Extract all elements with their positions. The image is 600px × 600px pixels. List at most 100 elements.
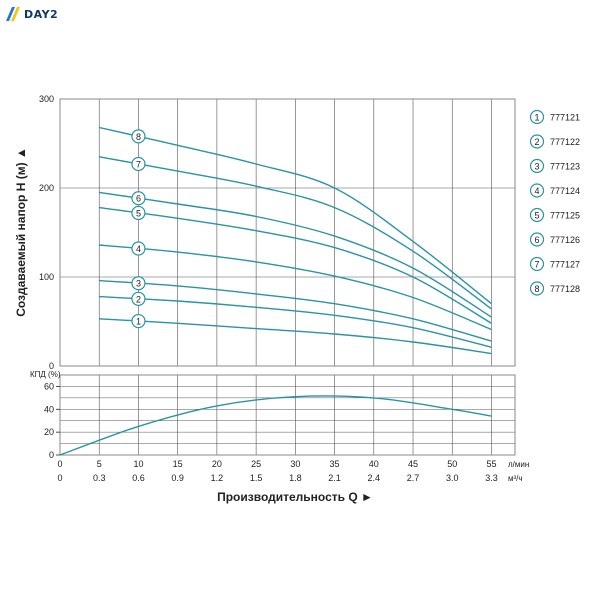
curve-number-badge <box>131 129 146 144</box>
legend-label: 777122 <box>550 137 580 147</box>
x-unit-lpm: л/мин <box>508 460 529 469</box>
efficiency-curve <box>59 395 492 456</box>
legend-number: 4 <box>534 186 539 196</box>
x-tick-m3h-label: 2.1 <box>328 473 341 483</box>
curve-number-label: 6 <box>136 194 141 204</box>
legend-badge <box>529 183 545 198</box>
x-tick-lpm-label: 50 <box>447 459 457 469</box>
x-tick-lpm-label: 5 <box>97 459 102 469</box>
head-plot-frame <box>59 98 516 367</box>
brand-mark-icon <box>6 7 20 21</box>
head-y-tick-label: 200 <box>39 183 54 193</box>
head-curve-777121 <box>99 318 492 355</box>
legend-badge <box>529 158 545 174</box>
legend-number: 5 <box>534 211 539 221</box>
curve-number-badge <box>131 191 146 206</box>
x-tick-lpm-label: 15 <box>173 459 183 469</box>
head-curves: 1 2 3 4 5 6 7 8 <box>99 126 492 355</box>
curve-number-badge <box>131 291 146 306</box>
efficiency-y-ticks: 0 20 40 60 <box>44 381 60 460</box>
efficiency-axis-title: КПД (%) <box>30 370 61 379</box>
x-tick-m3h-label: 0.6 <box>132 473 145 483</box>
x-tick-m3h-label: 1.8 <box>289 473 302 483</box>
curve-number-badge <box>131 205 146 221</box>
curve-number-badge <box>131 156 146 172</box>
curve-number-label: 8 <box>136 132 141 142</box>
head-grid <box>60 99 515 366</box>
curve-number-label: 2 <box>136 294 141 304</box>
legend-number: 3 <box>534 162 539 172</box>
x-tick-lpm-label: 30 <box>290 459 300 469</box>
head-curve-777127 <box>99 156 492 310</box>
curve-number-label: 7 <box>136 159 141 169</box>
curve-number-label: 4 <box>136 244 141 254</box>
head-y-tick-label: 300 <box>39 94 54 104</box>
legend: 1 777121 2 777122 3 777123 4 777124 5 777125 6 7771… <box>529 109 580 296</box>
curve-number-badge <box>131 313 146 329</box>
x-tick-lpm-label: 45 <box>408 459 418 469</box>
x-tick-lpm-label: 0 <box>57 459 62 469</box>
efficiency-y-tick-label: 0 <box>49 450 54 460</box>
legend-label: 777128 <box>550 284 580 294</box>
legend-label: 777125 <box>550 211 580 221</box>
x-tick-lpm-label: 10 <box>133 459 143 469</box>
legend-label: 777126 <box>550 235 580 245</box>
curve-number-badge <box>131 276 146 291</box>
x-axis-title: Производительность Q ► <box>217 490 373 504</box>
x-tick-m3h-label: 1.5 <box>250 473 263 483</box>
x-tick-m3h-label: 2.7 <box>407 473 420 483</box>
head-curve-777126 <box>99 191 492 318</box>
legend-number: 2 <box>534 137 539 147</box>
efficiency-y-tick-label: 40 <box>44 404 54 414</box>
x-ticks-lpm: 0 5 10 15 20 25 30 35 40 45 50 55 <box>57 459 496 469</box>
legend-label: 777123 <box>550 162 580 172</box>
legend-badge <box>529 134 545 149</box>
curve-number-badge <box>131 241 146 256</box>
head-curve-777128 <box>99 126 492 305</box>
efficiency-curves <box>59 395 492 456</box>
legend-label: 777121 <box>550 113 580 123</box>
legend-badge <box>529 256 545 272</box>
legend-number: 1 <box>534 113 539 123</box>
legend-label: 777124 <box>550 186 580 196</box>
curve-number-label: 3 <box>136 279 141 289</box>
efficiency-y-tick-label: 20 <box>44 427 54 437</box>
x-tick-lpm-label: 40 <box>369 459 379 469</box>
x-tick-lpm-label: 35 <box>330 459 340 469</box>
head-y-tick-label: 0 <box>49 361 54 371</box>
head-y-ticks: 0 100 200 300 <box>39 94 54 371</box>
brand-logo: DAY2 <box>4 4 58 24</box>
x-tick-m3h-label: 3.0 <box>446 473 459 483</box>
efficiency-plot-frame <box>59 374 516 456</box>
head-curve-777123 <box>99 279 492 342</box>
legend-label: 777127 <box>550 260 580 270</box>
head-y-tick-label: 100 <box>39 272 54 282</box>
head-curve-777125 <box>99 206 492 324</box>
legend-number: 8 <box>534 284 539 294</box>
head-curve-777122 <box>99 295 492 348</box>
legend-badge <box>529 281 545 296</box>
x-unit-m3h: м³/ч <box>508 474 523 483</box>
legend-badge <box>529 232 545 247</box>
legend-number: 6 <box>534 235 539 245</box>
efficiency-grid <box>60 375 515 455</box>
curve-number-label: 5 <box>136 208 141 218</box>
x-tick-m3h-label: 1.2 <box>211 473 224 483</box>
x-tick-m3h-label: 0 <box>57 473 62 483</box>
efficiency-y-tick-label: 60 <box>44 381 54 391</box>
legend-badge <box>529 109 545 125</box>
legend-number: 7 <box>534 260 539 270</box>
x-tick-m3h-label: 0.3 <box>93 473 106 483</box>
legend-badge <box>529 207 545 223</box>
x-tick-m3h-label: 0.9 <box>171 473 184 483</box>
x-ticks-m3h: 0 0.3 0.6 0.9 1.2 1.5 1.8 2.1 2.4 2.7 3.0 3.3 <box>57 473 497 483</box>
head-curve-777124 <box>99 244 492 331</box>
curve-number-label: 1 <box>136 317 141 327</box>
x-tick-m3h-label: 3.3 <box>485 473 498 483</box>
x-tick-m3h-label: 2.4 <box>368 473 381 483</box>
head-axis-title: Создаваемый напор H (м) ▲ <box>14 147 28 317</box>
x-tick-lpm-label: 55 <box>486 459 496 469</box>
brand-name: DAY2 <box>24 7 59 21</box>
x-tick-lpm-label: 25 <box>251 459 261 469</box>
